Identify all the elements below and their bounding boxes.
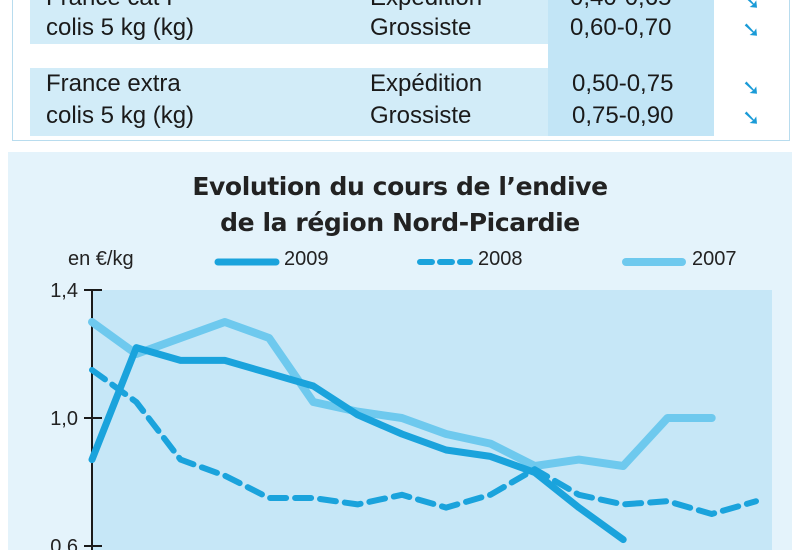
product-name-line1: France cat I (46, 0, 173, 14)
y-tick-label: 0,6 (50, 536, 78, 550)
stage-label: Grossiste (370, 102, 472, 129)
plot-area (92, 290, 772, 550)
legend-label-2008: 2008 (478, 248, 523, 270)
legend-label-2009: 2009 (284, 248, 329, 270)
stage-label: Grossiste (370, 14, 472, 41)
legend-label-2007: 2007 (692, 248, 737, 270)
chart-panel: Evolution du cours de l’endive de la rég… (8, 152, 792, 550)
line-chart: 1,4 1,0 0,6 (50, 258, 772, 550)
down-right-arrow-icon: ➘ (742, 106, 761, 131)
row-band-1 (30, 0, 548, 44)
down-right-arrow-icon: ➘ (742, 76, 761, 101)
series-line-2007 (88, 318, 716, 470)
down-right-arrow-icon: ➘ (742, 18, 761, 43)
y-axis-unit-label: en €/kg (68, 248, 134, 270)
price-table: France cat I colis 5 kg (kg) Expédition … (0, 0, 800, 141)
series-line-2009 (88, 344, 627, 544)
product-name-line2: colis 5 kg (kg) (46, 14, 195, 41)
price-range: 0,75-0,90 (572, 102, 674, 129)
product-name-line1: France extra (46, 70, 181, 97)
price-range: 0,60-0,70 (570, 14, 672, 41)
price-column (548, 0, 714, 136)
chart-title-line2: de la région Nord-Picardie (220, 208, 580, 237)
price-range: 0,40-0,65 (570, 0, 671, 14)
row-band-2 (30, 68, 548, 136)
down-right-arrow-icon: ➘ (742, 0, 761, 15)
chart-title-line1: Evolution du cours de l’endive (192, 172, 608, 201)
series-line-2008 (89, 367, 759, 517)
stage-label: Expédition (370, 70, 483, 97)
stage-label: Expédition (370, 0, 482, 14)
product-name-line2: colis 5 kg (kg) (46, 102, 195, 129)
y-tick-label: 1,4 (50, 280, 78, 302)
y-tick-label: 1,0 (50, 408, 78, 430)
price-range: 0,50-0,75 (572, 70, 674, 97)
